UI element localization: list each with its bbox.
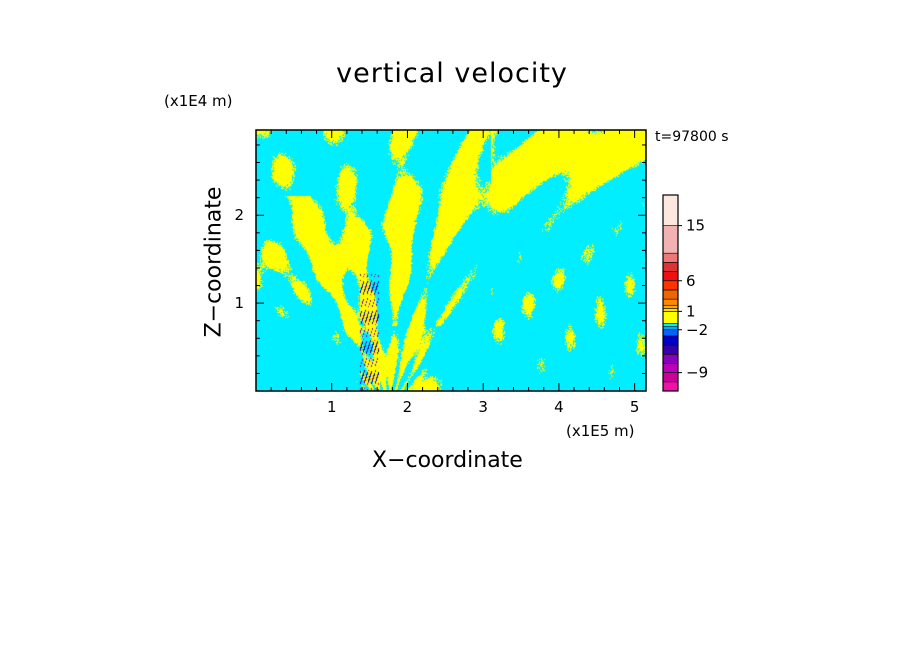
colorbar-tick-label: 1 [686, 302, 696, 320]
colorbar-bin [662, 311, 679, 324]
colorbar-frame [662, 194, 679, 392]
colorbar-bin [662, 194, 679, 226]
colorbar-bin [662, 329, 679, 337]
colorbar-tick-label: 6 [686, 272, 696, 290]
colorbar-bin [662, 381, 679, 392]
x-tick-label: 1 [327, 398, 337, 416]
colorbar-bin [662, 372, 679, 383]
colorbar-bin [662, 335, 679, 346]
colorbar-bin [662, 298, 679, 306]
colorbar-bin [662, 262, 679, 272]
colorbar-bin [662, 225, 679, 254]
x-tick-label: 3 [478, 398, 488, 416]
colorbar-bin [662, 304, 679, 309]
x-tick-label: 2 [403, 398, 413, 416]
colorbar-bin [662, 308, 679, 312]
colorbar-bin [662, 252, 679, 263]
colorbar-bin [662, 280, 679, 291]
x-axis-label: X−coordinate [372, 448, 523, 473]
colorbar-tick-label: −9 [686, 364, 708, 382]
velocity-field-image [256, 130, 646, 391]
x-tick-label: 4 [554, 398, 564, 416]
colorbar-bin [662, 323, 679, 327]
y-axis-multiplier-label: (x1E4 m) [164, 92, 233, 110]
colorbar-tick-label: −2 [686, 321, 708, 339]
time-label: t=97800 s [655, 129, 729, 145]
colorbar-tick-label: 15 [686, 217, 705, 235]
colorbar-bin [662, 363, 679, 373]
colorbar-bin [662, 271, 679, 282]
colorbar-bin [662, 353, 679, 364]
y-tick-label: 1 [234, 294, 244, 312]
colorbar-bin [662, 326, 679, 331]
y-tick-label: 2 [234, 206, 244, 224]
colorbar-bin [662, 344, 679, 355]
colorbar-bin [662, 289, 679, 300]
x-tick-label: 5 [630, 398, 640, 416]
x-axis-multiplier-label: (x1E5 m) [566, 422, 635, 440]
chart-title: vertical velocity [336, 58, 568, 89]
plot-frame [255, 129, 647, 392]
